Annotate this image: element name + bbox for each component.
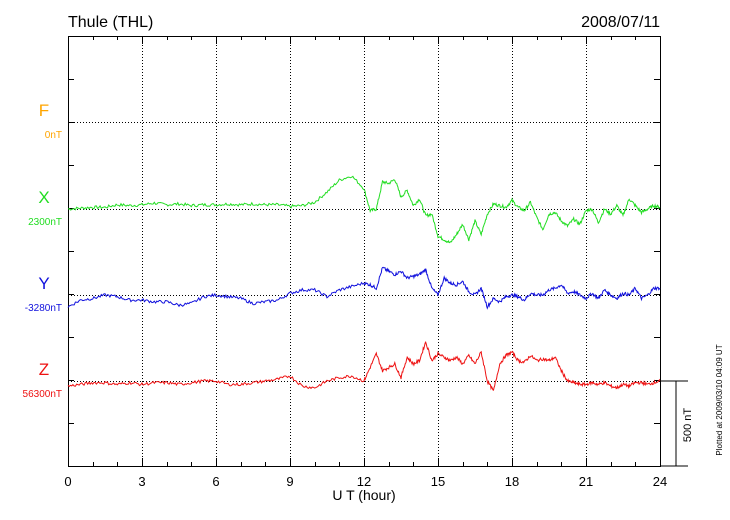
x-tick-label: 24	[653, 474, 667, 489]
x-tick-label: 6	[212, 474, 219, 489]
series-baseline-z: 56300nT	[23, 389, 62, 400]
axis-ticks	[68, 36, 661, 466]
x-tick-label: 0	[64, 474, 71, 489]
series-name-f: F	[39, 101, 49, 120]
date-label: 2008/07/11	[581, 14, 660, 31]
station-title: Thule (THL)	[68, 14, 153, 31]
series-line-z	[67, 341, 661, 391]
series-baseline-y: -3280nT	[25, 303, 62, 314]
x-tick-label: 18	[505, 474, 519, 489]
series-name-z: Z	[39, 360, 49, 379]
x-tick-label: 15	[431, 474, 445, 489]
series-line-x	[67, 175, 661, 244]
x-tick-labels: 0 3 6 9 12 15 18 21 24	[64, 474, 667, 489]
scale-bar	[660, 380, 688, 467]
x-tick-label: 21	[579, 474, 593, 489]
grid-lines	[68, 36, 660, 466]
x-tick-label: 9	[286, 474, 293, 489]
x-tick-label: 3	[138, 474, 145, 489]
series-baseline-x: 2300nT	[28, 217, 62, 228]
series-line-y	[67, 266, 661, 310]
x-tick-label: 12	[357, 474, 371, 489]
x-axis-label: U T (hour)	[332, 487, 395, 503]
series-name-y: Y	[38, 274, 49, 293]
series-name-x: X	[38, 188, 49, 207]
series-baseline-f: 0nT	[45, 130, 62, 141]
series-labels: F 0nT X 2300nT Y -3280nT Z 56300nT	[23, 101, 62, 400]
scale-bar-label: 500 nT	[682, 408, 694, 443]
series-lines	[67, 175, 661, 391]
plotted-note: Plotted at 2009/03/10 04:09 UT	[715, 344, 724, 455]
